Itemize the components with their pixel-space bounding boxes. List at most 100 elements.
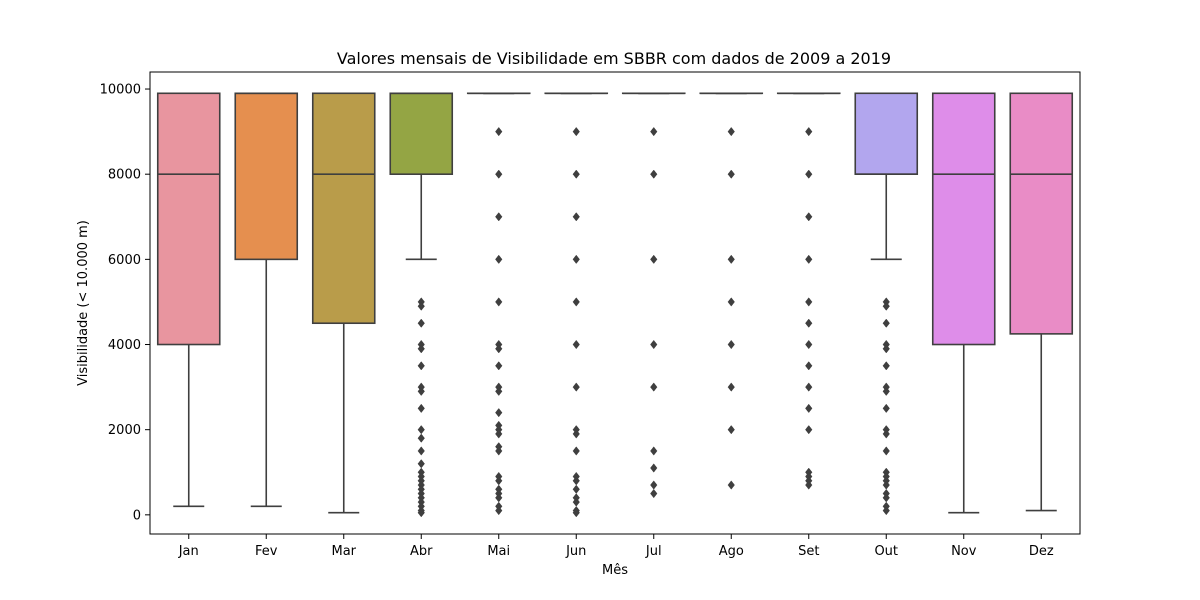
outlier-point-set bbox=[805, 318, 813, 328]
y-axis-label: Visibilidade (< 10.000 m) bbox=[76, 220, 91, 386]
x-tick-label-mai: Mai bbox=[487, 544, 510, 559]
outlier-point-abr bbox=[417, 344, 425, 354]
outlier-point-mai bbox=[495, 361, 503, 371]
outlier-point-out bbox=[882, 386, 890, 396]
x-tick-label-ago: Ago bbox=[719, 544, 744, 559]
outlier-point-jun bbox=[572, 254, 580, 264]
y-tick-label: 0 bbox=[133, 508, 141, 523]
y-tick-label: 2000 bbox=[108, 423, 141, 438]
outlier-point-out bbox=[882, 446, 890, 456]
outlier-point-set bbox=[805, 403, 813, 413]
outlier-point-mai bbox=[495, 297, 503, 307]
outlier-point-mai bbox=[495, 254, 503, 264]
outlier-point-set bbox=[805, 127, 813, 137]
outlier-point-abr bbox=[417, 508, 425, 518]
outlier-point-ago bbox=[727, 425, 735, 435]
outlier-point-ago bbox=[727, 127, 735, 137]
outlier-point-jun bbox=[572, 382, 580, 392]
outlier-point-out bbox=[882, 361, 890, 371]
x-tick-label-jun: Jun bbox=[565, 544, 586, 559]
outlier-point-mai bbox=[495, 408, 503, 418]
outlier-point-ago bbox=[727, 339, 735, 350]
box-abr bbox=[389, 92, 454, 175]
outlier-point-set bbox=[805, 361, 813, 371]
outlier-point-jun bbox=[572, 127, 580, 137]
x-tick-label-abr: Abr bbox=[410, 544, 433, 559]
outlier-point-set bbox=[805, 382, 813, 392]
outlier-point-jul bbox=[650, 169, 658, 179]
x-tick-label-nov: Nov bbox=[951, 544, 977, 559]
outlier-point-out bbox=[882, 505, 890, 516]
outlier-point-set bbox=[805, 339, 813, 350]
outlier-point-jun bbox=[572, 429, 580, 439]
y-tick-label: 8000 bbox=[108, 168, 141, 183]
outlier-point-jun bbox=[572, 508, 580, 518]
outlier-point-mai bbox=[495, 127, 503, 137]
outlier-point-out bbox=[882, 403, 890, 413]
outlier-point-mai bbox=[495, 169, 503, 179]
outlier-point-set bbox=[805, 480, 813, 490]
x-tick-label-jul: Jul bbox=[645, 544, 662, 559]
x-tick-label-jan: Jan bbox=[178, 544, 199, 559]
outlier-point-set bbox=[805, 254, 813, 264]
outlier-point-out bbox=[882, 301, 890, 311]
outlier-point-jul bbox=[650, 254, 658, 264]
x-tick-label-set: Set bbox=[798, 544, 819, 559]
outlier-point-jul bbox=[650, 127, 658, 137]
outlier-point-jul bbox=[650, 339, 658, 350]
outlier-point-ago bbox=[727, 297, 735, 307]
outlier-point-out bbox=[882, 344, 890, 354]
outlier-point-jun bbox=[572, 446, 580, 456]
outlier-point-set bbox=[805, 169, 813, 179]
x-tick-label-dez: Dez bbox=[1029, 544, 1054, 559]
outlier-point-mai bbox=[495, 446, 503, 456]
x-tick-label-mar: Mar bbox=[331, 544, 356, 559]
outlier-point-jun bbox=[572, 169, 580, 179]
outlier-point-jun bbox=[572, 339, 580, 350]
outlier-point-mai bbox=[495, 505, 503, 516]
outlier-point-jul bbox=[650, 463, 658, 473]
outlier-point-jul bbox=[650, 446, 658, 456]
outlier-point-ago bbox=[727, 382, 735, 392]
outlier-point-abr bbox=[417, 318, 425, 328]
axes-frame bbox=[149, 71, 1081, 535]
box-nov bbox=[931, 92, 996, 346]
x-tick-label-out: Out bbox=[874, 544, 898, 559]
outlier-point-ago bbox=[727, 169, 735, 179]
outlier-point-abr bbox=[417, 386, 425, 396]
plot-area: 0 2000 4000 6000 8000 10000 Jan Fev Mar Abr Mai Jun… bbox=[100, 71, 1081, 559]
chart-title: Valores mensais de Visibilidade em SBBR … bbox=[337, 49, 891, 68]
outlier-point-abr bbox=[417, 361, 425, 371]
outlier-point-ago bbox=[727, 254, 735, 264]
outlier-point-out bbox=[882, 429, 890, 439]
box-dez bbox=[1009, 92, 1074, 335]
outlier-point-mai bbox=[495, 344, 503, 354]
outlier-point-ago bbox=[727, 480, 735, 490]
y-tick-label: 6000 bbox=[108, 253, 141, 268]
outlier-point-abr bbox=[417, 403, 425, 413]
outlier-point-jun bbox=[572, 212, 580, 222]
box-mar bbox=[311, 92, 376, 325]
y-tick-label: 10000 bbox=[100, 83, 141, 98]
box-fev bbox=[234, 92, 299, 261]
x-tick-label-fev: Fev bbox=[255, 544, 278, 559]
outlier-point-set bbox=[805, 297, 813, 307]
outlier-point-set bbox=[805, 425, 813, 435]
outlier-point-mai bbox=[495, 386, 503, 396]
outlier-point-out bbox=[882, 318, 890, 328]
y-tick-label: 4000 bbox=[108, 338, 141, 353]
outlier-point-mai bbox=[495, 429, 503, 439]
outlier-point-jun bbox=[572, 297, 580, 307]
outlier-point-abr bbox=[417, 433, 425, 443]
outlier-point-jul bbox=[650, 488, 658, 499]
outlier-point-jul bbox=[650, 382, 658, 392]
box-out bbox=[854, 92, 919, 175]
outlier-point-mai bbox=[495, 212, 503, 222]
outlier-point-set bbox=[805, 212, 813, 222]
outlier-point-abr bbox=[417, 446, 425, 456]
x-axis-label: Mês bbox=[602, 563, 628, 578]
box-jan bbox=[156, 92, 221, 346]
outlier-point-abr bbox=[417, 301, 425, 311]
